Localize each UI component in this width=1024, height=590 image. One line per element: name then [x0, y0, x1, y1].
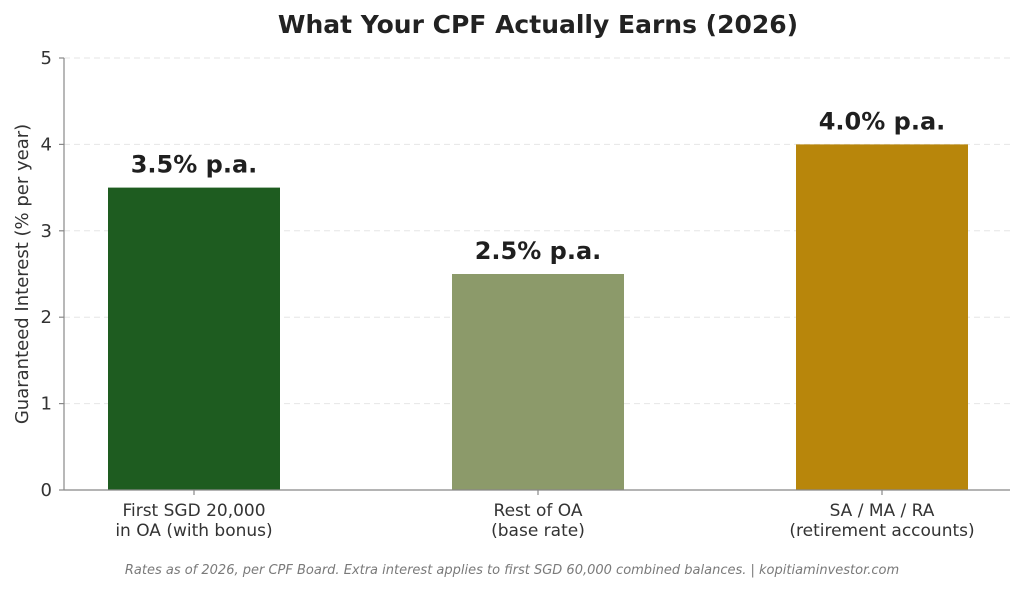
y-tick-label: 1 — [41, 394, 52, 415]
footnote: Rates as of 2026, per CPF Board. Extra i… — [125, 563, 899, 578]
y-tick-label: 2 — [41, 307, 52, 328]
x-tick-label: First SGD 20,000 — [122, 501, 265, 521]
y-axis-ticks: 0 1 2 3 4 5 — [41, 48, 64, 501]
data-labels: 3.5% p.a. 2.5% p.a. 4.0% p.a. — [131, 107, 946, 265]
bar — [796, 144, 968, 490]
data-label: 3.5% p.a. — [131, 151, 258, 179]
y-tick-label: 3 — [41, 221, 52, 242]
data-label: 2.5% p.a. — [475, 237, 602, 265]
bars — [108, 144, 968, 490]
x-tick-label: Rest of OA — [494, 501, 583, 521]
y-tick-label: 0 — [41, 480, 52, 501]
chart-title: What Your CPF Actually Earns (2026) — [278, 10, 798, 39]
data-label: 4.0% p.a. — [819, 107, 946, 135]
y-tick-label: 5 — [41, 48, 52, 69]
x-tick-label: in OA (with bonus) — [115, 521, 272, 541]
x-tick-label: (base rate) — [491, 521, 585, 541]
y-axis-label: Guaranteed Interest (% per year) — [12, 124, 33, 424]
bar — [452, 274, 624, 490]
x-tick-label: (retirement accounts) — [789, 521, 974, 541]
bar — [108, 187, 280, 490]
y-tick-label: 4 — [41, 134, 52, 155]
x-tick-label: SA / MA / RA — [830, 501, 935, 521]
